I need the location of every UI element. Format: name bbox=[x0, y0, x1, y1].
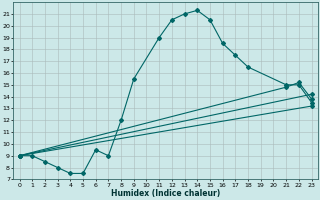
X-axis label: Humidex (Indice chaleur): Humidex (Indice chaleur) bbox=[111, 189, 220, 198]
